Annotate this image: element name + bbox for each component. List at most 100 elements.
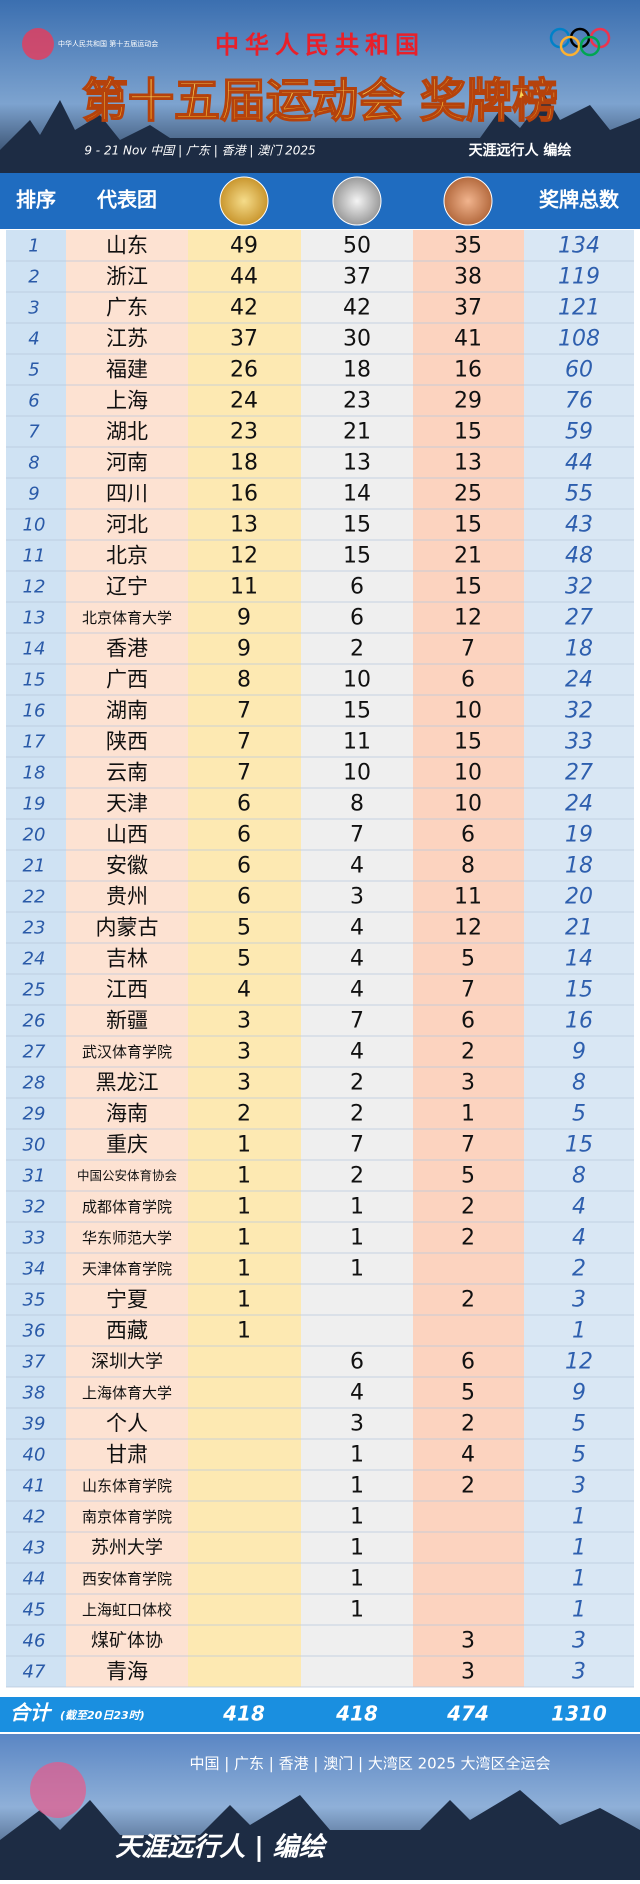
total-count: 1 <box>572 1505 586 1530</box>
gold-count: 3 <box>237 1009 251 1034</box>
rank: 8 <box>28 453 39 474</box>
total-count: 2 <box>572 1257 586 1282</box>
bronze-count: 15 <box>454 730 482 755</box>
rank: 47 <box>23 1662 46 1683</box>
rank: 12 <box>23 577 46 598</box>
bronze-count: 2 <box>461 1195 475 1220</box>
gold-count: 5 <box>237 916 251 941</box>
delegation: 广西 <box>106 668 148 692</box>
gold-count: 24 <box>230 389 258 414</box>
header-row <box>0 173 640 229</box>
delegation: 上海 <box>106 389 148 413</box>
author: 天涯远行人 编绘 <box>469 142 572 159</box>
total-count: 108 <box>558 327 600 352</box>
bronze-count: 10 <box>454 761 482 786</box>
total-count: 18 <box>565 854 593 879</box>
delegation: 宁夏 <box>106 1288 148 1312</box>
total-count: 8 <box>572 1071 586 1096</box>
bronze-count: 3 <box>461 1660 475 1685</box>
bronze-count: 25 <box>454 482 482 507</box>
total-count: 60 <box>565 358 593 383</box>
delegation: 甘肃 <box>106 1443 148 1467</box>
gold-count: 4 <box>237 978 251 1003</box>
total-count: 3 <box>572 1288 586 1313</box>
delegation: 华东师范大学 <box>82 1229 172 1247</box>
rank: 32 <box>23 1197 46 1218</box>
silver-count: 15 <box>343 699 371 724</box>
total-count: 14 <box>565 947 593 972</box>
gold-count: 8 <box>237 668 251 693</box>
bronze-count: 21 <box>454 544 482 569</box>
rank: 43 <box>23 1538 46 1559</box>
total-count: 3 <box>572 1474 586 1499</box>
total-count: 18 <box>565 637 593 662</box>
total-count: 15 <box>565 1133 593 1158</box>
delegation: 内蒙古 <box>96 916 159 940</box>
silver-count: 2 <box>350 1071 364 1096</box>
delegation: 陕西 <box>106 730 148 754</box>
gold-count: 23 <box>230 420 258 445</box>
total-count: 5 <box>572 1102 586 1127</box>
rank: 2 <box>28 267 39 288</box>
silver-count: 15 <box>343 513 371 538</box>
rank: 9 <box>28 484 39 505</box>
rank: 31 <box>23 1166 46 1187</box>
silver-count: 4 <box>350 854 364 879</box>
total-note: (截至20日23时) <box>60 1709 145 1722</box>
gold-count: 3 <box>237 1040 251 1065</box>
delegation: 上海虹口体校 <box>82 1601 172 1619</box>
total-count: 4 <box>572 1195 586 1220</box>
gold-count: 1 <box>237 1195 251 1220</box>
total-count: 43 <box>565 513 593 538</box>
rank: 44 <box>23 1569 46 1590</box>
bronze-count: 7 <box>461 637 475 662</box>
delegation: 成都体育学院 <box>82 1198 172 1216</box>
silver-count: 8 <box>350 792 364 817</box>
bronze-count: 35 <box>454 234 482 259</box>
delegation: 西藏 <box>106 1319 148 1343</box>
delegation: 浙江 <box>106 265 148 289</box>
silver-count: 18 <box>343 358 371 383</box>
gold-count: 11 <box>230 575 258 600</box>
rank: 35 <box>23 1290 46 1311</box>
delegation: 香港 <box>106 637 148 661</box>
delegation: 深圳大学 <box>91 1352 163 1373</box>
bronze-count: 5 <box>461 1164 475 1189</box>
silver-count: 42 <box>343 296 371 321</box>
total-value: 418 <box>335 1702 378 1726</box>
silver-count: 10 <box>343 668 371 693</box>
gold-count: 13 <box>230 513 258 538</box>
rank: 27 <box>23 1042 46 1063</box>
delegation: 福建 <box>106 358 148 382</box>
delegation: 山东体育学院 <box>82 1477 172 1495</box>
bronze-count: 2 <box>461 1226 475 1251</box>
silver-medal-icon <box>332 176 382 226</box>
delegation: 河南 <box>106 451 148 475</box>
rank: 40 <box>23 1445 46 1466</box>
silver-count: 1 <box>350 1567 364 1592</box>
olympic-rings <box>549 27 611 57</box>
silver-count: 1 <box>350 1505 364 1530</box>
delegation: 黑龙江 <box>96 1071 159 1095</box>
total-count: 27 <box>565 606 593 631</box>
bronze-count: 13 <box>454 451 482 476</box>
gold-count: 1 <box>237 1133 251 1158</box>
total-row <box>0 1697 640 1732</box>
rank: 29 <box>23 1104 46 1125</box>
silver-count: 7 <box>350 1009 364 1034</box>
delegation: 个人 <box>106 1412 148 1436</box>
bronze-count: 3 <box>461 1071 475 1096</box>
silver-count: 2 <box>350 1164 364 1189</box>
gold-medal-icon <box>219 176 269 226</box>
gold-count: 44 <box>230 265 258 290</box>
delegation: 青海 <box>106 1660 148 1684</box>
total-count: 1 <box>572 1598 586 1623</box>
bronze-count: 2 <box>461 1412 475 1437</box>
delegation: 天津体育学院 <box>82 1260 172 1278</box>
delegation: 新疆 <box>106 1009 148 1033</box>
bronze-count: 5 <box>461 947 475 972</box>
rank: 23 <box>23 918 46 939</box>
bronze-count: 37 <box>454 296 482 321</box>
silver-count: 1 <box>350 1226 364 1251</box>
total-count: 5 <box>572 1443 586 1468</box>
